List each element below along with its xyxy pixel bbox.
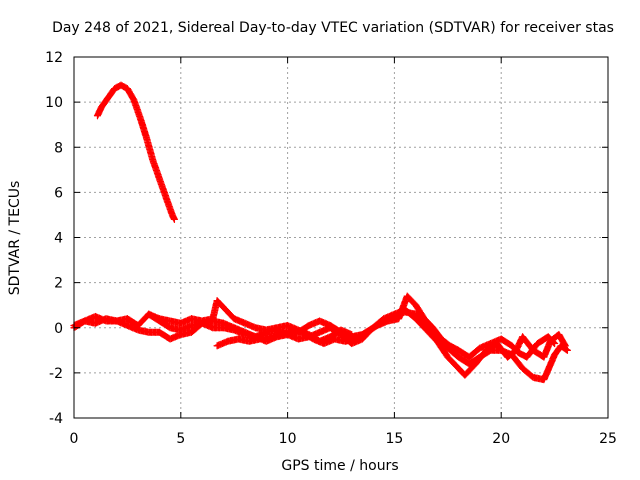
y-tick-label: 0 xyxy=(54,321,63,337)
series-track-1 xyxy=(93,81,179,224)
y-axis-label: SDTVAR / TECUs xyxy=(7,181,23,296)
x-axis-label: GPS time / hours xyxy=(281,458,398,474)
x-tick-label: 15 xyxy=(385,431,403,447)
x-tick-label: 20 xyxy=(492,431,510,447)
axis-ticks: 0 5 10 15 20 25 -4 -2 0 2 4 6 8 10 12 xyxy=(45,50,617,447)
y-tick-label: 2 xyxy=(54,276,63,292)
x-tick-label: 10 xyxy=(279,431,297,447)
x-tick-label: 5 xyxy=(176,431,185,447)
x-tick-label: 0 xyxy=(70,431,79,447)
y-tick-label: 4 xyxy=(54,231,63,247)
x-tick-label: 25 xyxy=(599,431,617,447)
chart-title: Day 248 of 2021, Sidereal Day-to-day VTE… xyxy=(52,20,614,36)
y-tick-label: -2 xyxy=(49,366,63,382)
data-series xyxy=(70,81,572,384)
y-tick-label: 8 xyxy=(54,140,63,156)
series-track-5 xyxy=(145,297,356,345)
y-tick-label: -4 xyxy=(49,411,63,427)
grid-lines xyxy=(74,57,608,418)
y-tick-label: 6 xyxy=(54,185,63,201)
y-tick-label: 10 xyxy=(45,95,63,111)
y-tick-label: 12 xyxy=(45,50,63,66)
